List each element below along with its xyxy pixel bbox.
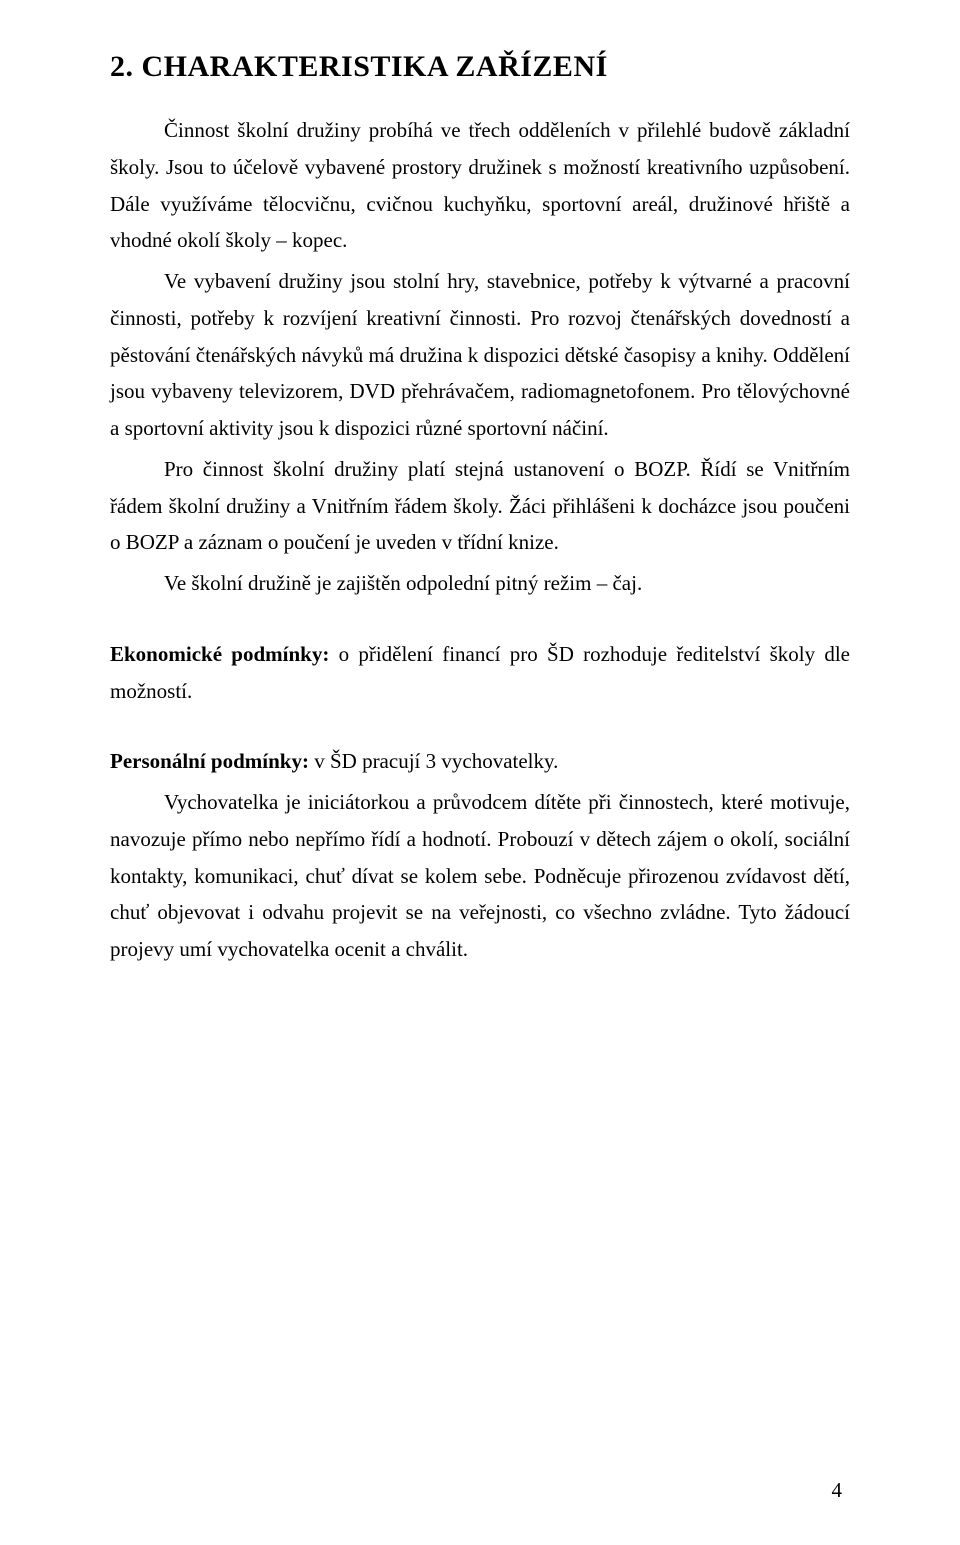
paragraph-economic: Ekonomické podmínky: o přidělení financí… [110, 636, 850, 710]
paragraph-intro: Činnost školní družiny probíhá ve třech … [110, 112, 850, 259]
paragraph-personnel: Personální podmínky: v ŠD pracují 3 vych… [110, 743, 850, 780]
personnel-label: Personální podmínky: [110, 749, 309, 773]
personnel-text: v ŠD pracují 3 vychovatelky. [309, 749, 558, 773]
paragraph-equipment: Ve vybavení družiny jsou stolní hry, sta… [110, 263, 850, 447]
paragraph-educator: Vychovatelka je iniciátorkou a průvodcem… [110, 784, 850, 968]
paragraph-drink: Ve školní družině je zajištěn odpolední … [110, 565, 850, 602]
section-heading: 2. CHARAKTERISTIKA ZAŘÍZENÍ [110, 50, 850, 84]
paragraph-bozp: Pro činnost školní družiny platí stejná … [110, 451, 850, 561]
spacer [110, 606, 850, 636]
spacer [110, 713, 850, 743]
economic-label: Ekonomické podmínky: [110, 642, 329, 666]
page-number: 4 [832, 1478, 843, 1503]
document-page: 2. CHARAKTERISTIKA ZAŘÍZENÍ Činnost škol… [0, 0, 960, 1545]
